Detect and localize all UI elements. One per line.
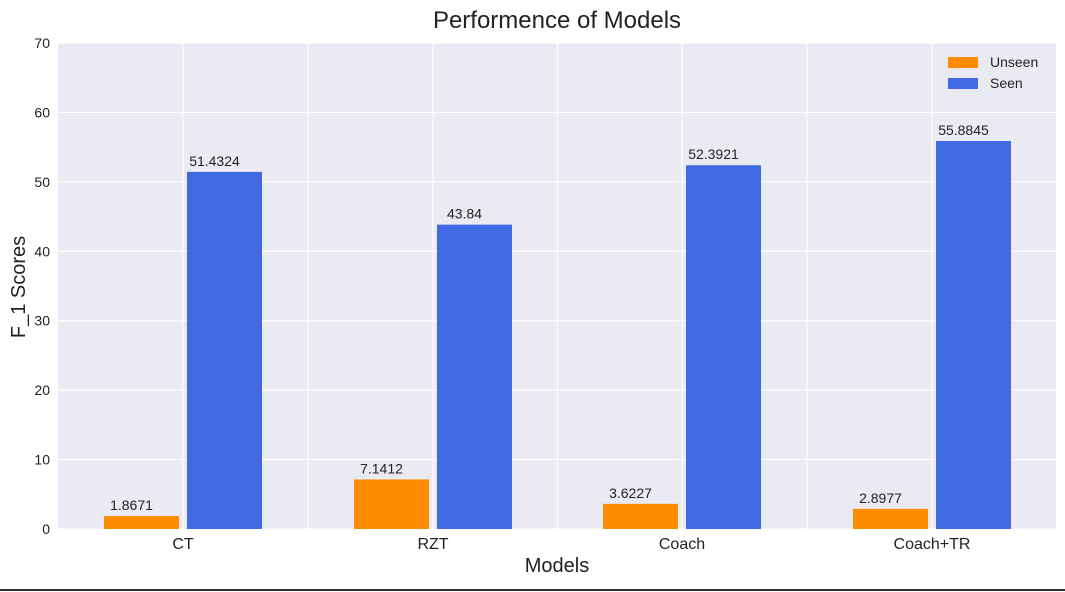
legend-swatch-seen — [948, 78, 978, 89]
bar-unseen-ct — [104, 516, 179, 529]
bar-value-label: 43.84 — [447, 206, 482, 222]
y-tick-label: 30 — [34, 313, 50, 329]
y-tick-label: 20 — [34, 382, 50, 398]
x-tick-label: CT — [172, 536, 194, 553]
bar-seen-rzt — [437, 224, 512, 530]
value-labels: 1.8671 51.4324 7.1412 43.84 3.6227 52.3921 2.8… — [110, 122, 989, 513]
legend-label-seen: Seen — [990, 75, 1023, 91]
y-tick-label: 60 — [34, 104, 50, 120]
bar-value-label: 52.3921 — [688, 146, 739, 162]
bar-value-label: 3.6227 — [609, 485, 652, 501]
y-axis-label: F_1 Scores — [8, 236, 30, 338]
x-tick-label: Coach+TR — [894, 536, 971, 553]
bar-seen-coach-tr — [936, 141, 1011, 530]
bar-value-label: 1.8671 — [110, 497, 153, 513]
legend-label-unseen: Unseen — [990, 54, 1038, 70]
bar-unseen-rzt — [354, 479, 429, 529]
chart-title: Performence of Models — [433, 7, 681, 34]
y-tick-label: 50 — [34, 174, 50, 190]
bar-unseen-coach — [603, 503, 678, 529]
bar-unseen-coach-tr — [853, 508, 928, 529]
bar-value-label: 7.1412 — [360, 460, 403, 476]
y-axis: 0 10 20 30 40 50 60 70 — [34, 35, 50, 537]
x-tick-label: RZT — [417, 536, 448, 553]
x-tick-label: Coach — [659, 536, 705, 553]
x-axis-label: Models — [525, 555, 589, 577]
bar-seen-coach — [686, 165, 761, 529]
bar-seen-ct — [187, 171, 262, 529]
y-tick-label: 70 — [34, 35, 50, 51]
x-axis: CT RZT Coach Coach+TR — [172, 536, 970, 553]
bars — [104, 141, 1011, 530]
y-tick-label: 40 — [34, 243, 50, 259]
bar-value-label: 2.8977 — [859, 490, 902, 506]
bar-value-label: 51.4324 — [189, 153, 240, 169]
legend: Unseen Seen — [948, 54, 1038, 91]
bar-value-label: 55.8845 — [938, 122, 989, 138]
y-tick-label: 0 — [42, 521, 50, 537]
legend-swatch-unseen — [948, 57, 978, 68]
y-tick-label: 10 — [34, 452, 50, 468]
